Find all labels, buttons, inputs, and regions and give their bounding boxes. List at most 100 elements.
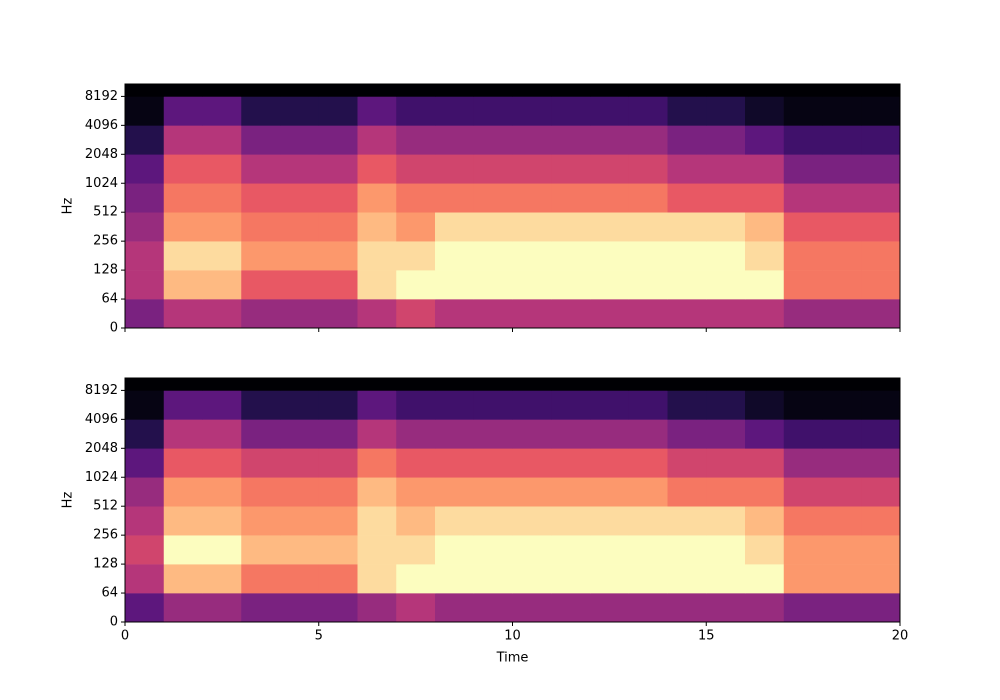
heatmap-cell <box>396 212 436 242</box>
heatmap-cell <box>473 96 513 126</box>
heatmap-cell <box>280 212 320 242</box>
heatmap-cell <box>822 96 862 126</box>
heatmap-cell <box>861 212 901 242</box>
heatmap-cell <box>628 477 668 507</box>
heatmap-cell <box>318 390 358 420</box>
heatmap-cell <box>280 419 320 449</box>
heatmap-cell <box>473 183 513 213</box>
heatmap-cell <box>435 506 475 536</box>
heatmap-cell <box>241 535 281 565</box>
heatmap-cell <box>628 96 668 126</box>
y-tick-label: 512 <box>93 205 118 220</box>
heatmap-cell <box>318 270 358 300</box>
heatmap-cell <box>125 419 165 449</box>
heatmap-cell <box>473 506 513 536</box>
heatmap-cell <box>473 593 513 623</box>
heatmap-cell <box>241 506 281 536</box>
heatmap-cell <box>163 506 203 536</box>
heatmap-cell <box>512 183 552 213</box>
heatmap-cell <box>435 84 475 97</box>
heatmap-cell <box>163 593 203 623</box>
heatmap-cell <box>745 535 785 565</box>
heatmap-cell <box>396 96 436 126</box>
heatmap-cell <box>512 593 552 623</box>
heatmap-cell <box>590 448 630 478</box>
heatmap-cell <box>318 84 358 97</box>
heatmap-cell <box>706 506 746 536</box>
heatmap-cell <box>396 593 436 623</box>
heatmap-cell <box>473 477 513 507</box>
heatmap-cell <box>357 270 397 300</box>
heatmap-cell <box>318 96 358 126</box>
heatmap-cell <box>667 84 707 97</box>
heatmap-cell <box>280 241 320 271</box>
heatmap-cell <box>590 241 630 271</box>
heatmap-cell <box>512 477 552 507</box>
heatmap-cell <box>628 506 668 536</box>
heatmap-cell <box>280 183 320 213</box>
heatmap-cell <box>163 84 203 97</box>
heatmap-cell <box>628 154 668 184</box>
heatmap-cell <box>473 535 513 565</box>
heatmap-cell <box>822 477 862 507</box>
heatmap-cell <box>861 84 901 97</box>
heatmap-cell <box>706 154 746 184</box>
heatmap-cell <box>512 241 552 271</box>
heatmap-cell <box>163 477 203 507</box>
heatmap-cell <box>280 448 320 478</box>
heatmap-cell <box>628 183 668 213</box>
heatmap-cell <box>628 241 668 271</box>
heatmap-cell <box>241 593 281 623</box>
heatmap-cell <box>473 299 513 329</box>
heatmap-cell <box>280 299 320 329</box>
heatmap-cell <box>745 419 785 449</box>
heatmap-cell <box>706 212 746 242</box>
heatmap-cell <box>706 448 746 478</box>
heatmap-cell <box>202 84 242 97</box>
heatmap-cell <box>706 535 746 565</box>
heatmap-cell <box>590 96 630 126</box>
heatmap-cell <box>590 535 630 565</box>
heatmap-cell <box>125 535 165 565</box>
heatmap-cell <box>590 154 630 184</box>
heatmap-cell <box>861 564 901 594</box>
y-axis-label: Hz <box>61 492 76 509</box>
x-tick-label: 10 <box>504 629 521 644</box>
heatmap-cell <box>512 270 552 300</box>
heatmap-cell <box>822 212 862 242</box>
heatmap-cell <box>435 154 475 184</box>
heatmap-cell <box>435 125 475 155</box>
heatmap-cell <box>783 84 823 97</box>
heatmap-cell <box>628 419 668 449</box>
heatmap-cell <box>357 183 397 213</box>
heatmap-cell <box>667 419 707 449</box>
heatmap-cell <box>396 419 436 449</box>
heatmap-cell <box>125 183 165 213</box>
heatmap-cell <box>241 241 281 271</box>
heatmap-cell <box>745 506 785 536</box>
heatmap-cell <box>861 96 901 126</box>
heatmap-cell <box>202 212 242 242</box>
x-tick-label: 0 <box>121 629 129 644</box>
heatmap-cell <box>590 564 630 594</box>
y-tick-label: 8192 <box>85 383 118 398</box>
heatmap-cell <box>551 506 591 536</box>
heatmap-cell <box>628 125 668 155</box>
heatmap-cell <box>861 593 901 623</box>
heatmap-cell <box>396 299 436 329</box>
heatmap-cell <box>590 593 630 623</box>
heatmap-cell <box>125 390 165 420</box>
heatmap-cell <box>318 125 358 155</box>
y-tick-label: 256 <box>93 234 118 249</box>
heatmap-cell <box>435 564 475 594</box>
heatmap-cell <box>202 390 242 420</box>
heatmap-cell <box>280 593 320 623</box>
heatmap-cell <box>783 506 823 536</box>
heatmap-cell <box>125 241 165 271</box>
heatmap-cell <box>280 125 320 155</box>
heatmap-cell <box>745 477 785 507</box>
heatmap-cell <box>396 154 436 184</box>
heatmap-cell <box>125 477 165 507</box>
heatmap-cell <box>667 378 707 391</box>
heatmap-cell <box>667 96 707 126</box>
